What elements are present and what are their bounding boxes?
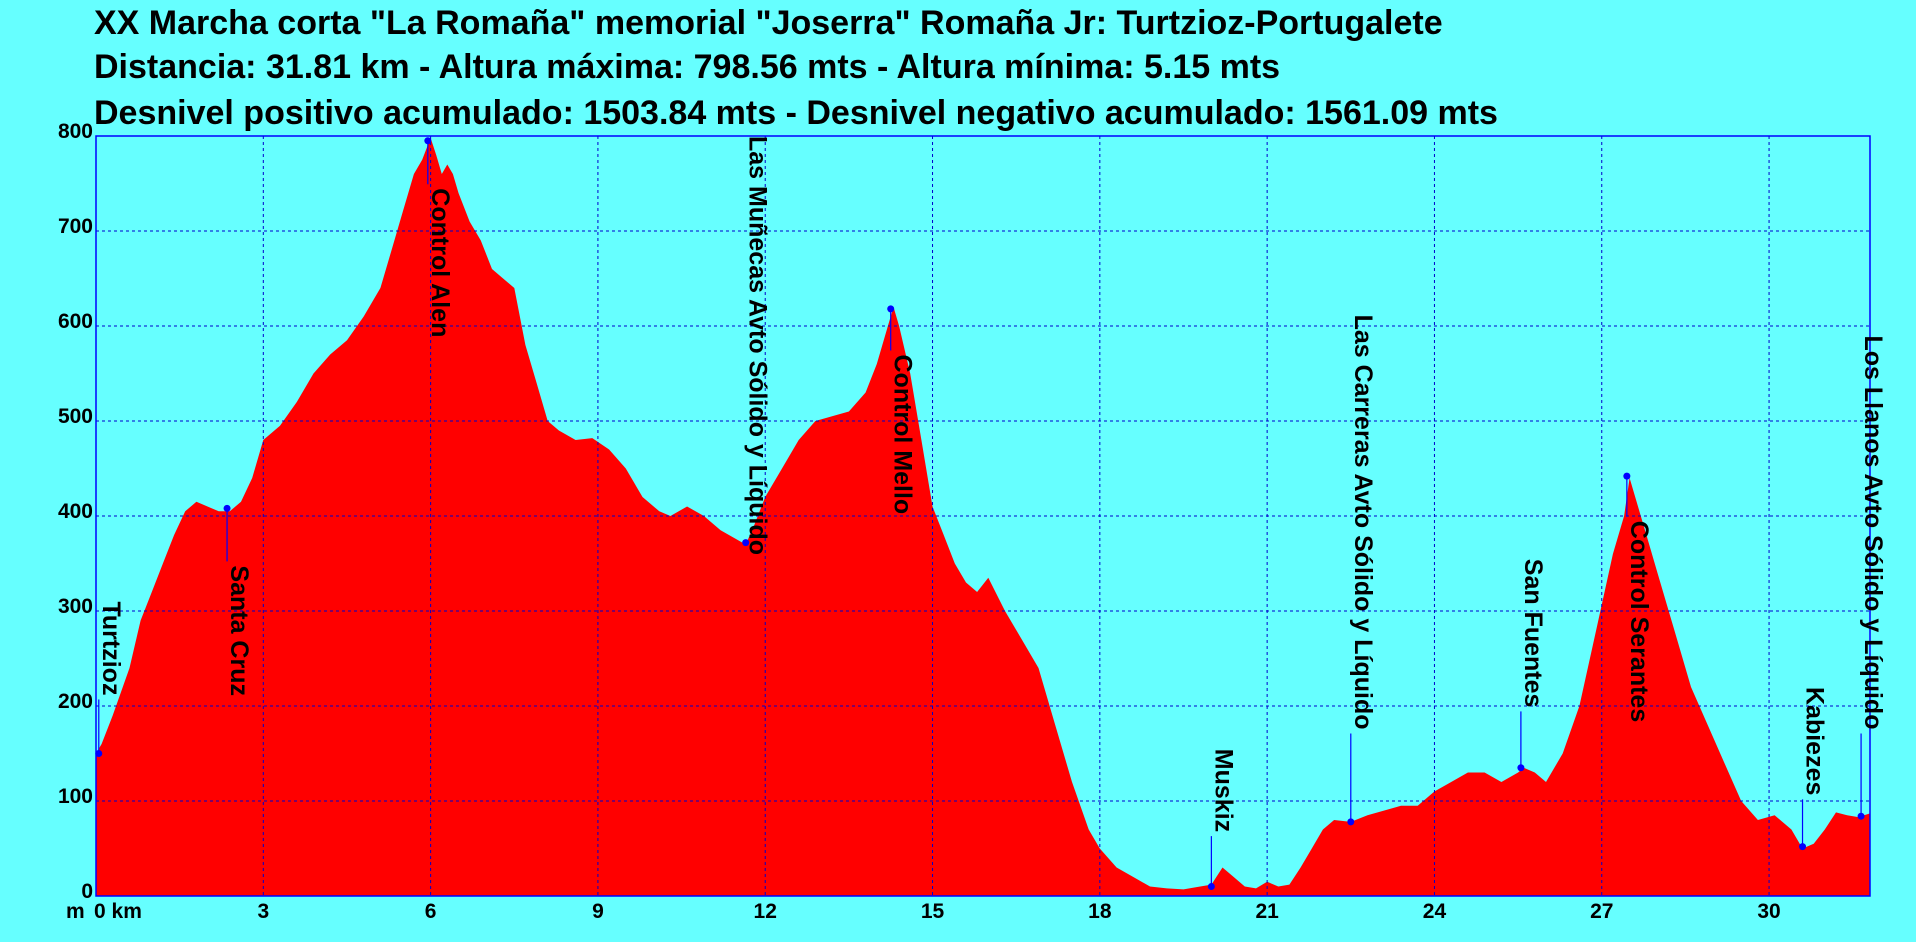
y-tick-label: 200	[58, 690, 93, 713]
waypoint: San Fuentes	[1517, 559, 1547, 772]
x-tick-label: 30	[1757, 900, 1780, 923]
x-tick-label: 6	[425, 900, 437, 923]
waypoint: Las Muñecas Avto Sólido y Líquido	[742, 136, 772, 555]
waypoint-marker	[887, 305, 895, 313]
waypoint-marker	[223, 504, 231, 512]
y-tick-label: 400	[58, 500, 93, 523]
waypoint-label: San Fuentes	[1519, 559, 1547, 708]
waypoint-label: Santa Cruz	[225, 565, 253, 696]
grid-lines	[96, 136, 1870, 896]
waypoint: Muskiz	[1207, 749, 1237, 890]
waypoint: Santa Cruz	[223, 504, 253, 696]
title-line-1: XX Marcha corta "La Romaña" memorial "Jo…	[94, 4, 1443, 42]
x-tick-label: 18	[1088, 900, 1112, 923]
waypoint: Control Serantes	[1623, 472, 1653, 722]
x-tick-label: 21	[1255, 900, 1279, 923]
elevation-area	[96, 137, 1870, 896]
waypoint: Control Mello	[887, 305, 917, 515]
x-unit-label: m	[66, 900, 85, 923]
y-tick-label: 700	[58, 215, 93, 238]
chart-title: XX Marcha corta "La Romaña" memorial "Jo…	[94, 4, 1498, 132]
x-tick-label: 24	[1423, 900, 1447, 923]
waypoint-label: Control Serantes	[1625, 521, 1653, 722]
waypoint-label: Kabiezes	[1801, 687, 1829, 795]
title-line-3: Desnivel positivo acumulado: 1503.84 mts…	[94, 94, 1498, 132]
waypoint-label: Control Alen	[426, 188, 454, 337]
y-tick-label: 800	[58, 120, 93, 143]
waypoint-label: Turtzioz	[97, 602, 125, 696]
y-tick-label: 600	[58, 310, 93, 333]
plot-frame	[95, 135, 1871, 897]
y-tick-label: 100	[58, 785, 93, 808]
waypoint-marker	[1517, 764, 1525, 772]
waypoint: Las Carreras Avto Sólido y Líquido	[1347, 315, 1377, 826]
waypoint-marker	[1347, 818, 1355, 826]
waypoint: Kabiezes	[1799, 687, 1829, 851]
x-tick-label: 27	[1590, 900, 1613, 923]
waypoint-marker	[742, 539, 750, 547]
waypoint: Turtzioz	[95, 602, 125, 757]
y-tick-label: 500	[58, 405, 93, 428]
waypoint-marker	[1799, 843, 1807, 851]
waypoint: Control Alen	[424, 137, 454, 337]
x-tick-label: 15	[921, 900, 945, 923]
waypoint-label: Control Mello	[889, 355, 917, 515]
waypoint-label: Los Llanos Avto Sólido y Líquido	[1859, 336, 1887, 730]
x-tick-label: 9	[592, 900, 604, 923]
waypoint-label: Las Muñecas Avto Sólido y Líquido	[744, 136, 772, 555]
waypoint-marker	[95, 750, 103, 757]
x-axis: m 0 km 3 6 9 12 15 18 21 24 27 30	[66, 900, 1781, 923]
x-tick-label: 12	[754, 900, 777, 923]
title-line-2: Distancia: 31.81 km - Altura máxima: 798…	[94, 48, 1280, 86]
waypoint-label: Las Carreras Avto Sólido y Líquido	[1349, 315, 1377, 730]
waypoints: Turtzioz Santa Cruz Control Alen Las Muñeca…	[95, 136, 1887, 890]
waypoint-label: Muskiz	[1209, 749, 1237, 832]
waypoint-marker	[1623, 472, 1631, 480]
waypoint-marker	[424, 137, 432, 145]
y-tick-label: 300	[58, 595, 93, 618]
x-tick-label: 3	[257, 900, 269, 923]
x-tick-label: 0 km	[94, 900, 142, 923]
waypoint-marker	[1857, 812, 1865, 820]
y-tick-label: 0	[81, 880, 93, 903]
waypoint-marker	[1207, 883, 1215, 890]
waypoint: Los Llanos Avto Sólido y Líquido	[1857, 336, 1887, 820]
y-axis: 0 100 200 300 400 500 600 700 800	[58, 120, 93, 903]
